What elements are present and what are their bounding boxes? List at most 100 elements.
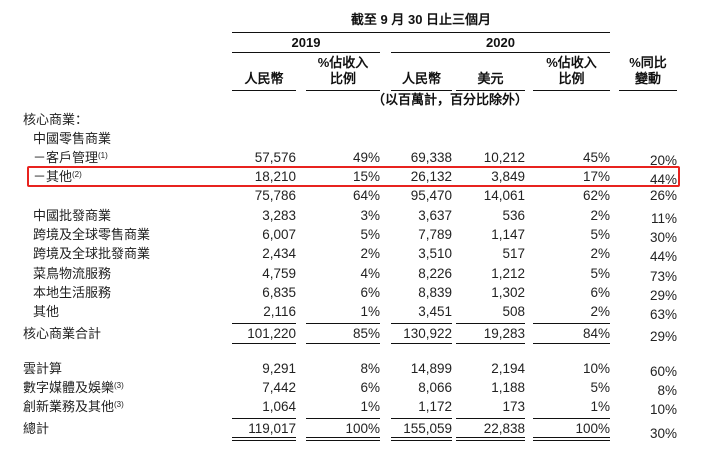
row-label: 總計 [23,420,49,438]
subtotal-rule [306,323,380,324]
table-cell: 2,194 [491,361,525,376]
row-label: 其他 [33,303,59,321]
table-cell: 8% [360,361,380,376]
row-label: 雲計算 [23,360,62,378]
row-label-text: 數字媒體及娛樂 [23,380,115,395]
footnote-marker: (2) [72,170,82,179]
row-label: 跨境及全球零售商業 [33,226,150,244]
table-cell: 11% [650,211,677,226]
table-cell: 29% [649,329,677,344]
table-cell: 3% [360,208,380,223]
table-cell: 6% [360,285,380,300]
table-cell: 29% [649,288,677,303]
year-2020-label: 2020 [486,35,515,50]
period-title: 截至 9 月 30 日止三個月 [350,12,492,27]
row-label: －其他(2) [33,168,82,186]
table-cell: 1,064 [262,399,296,414]
year-2020-rule [391,52,610,53]
table-cell: 14,061 [483,188,525,203]
table-cell: 3,451 [418,304,452,319]
year-2019-rule [232,52,380,53]
double-rule [533,440,610,441]
double-rule [456,437,525,438]
total-rule [391,418,452,419]
double-rule [306,440,380,441]
table-cell: 44% [649,249,677,264]
table-cell: 5% [360,227,380,242]
table-cell: 4% [360,266,380,281]
row-label-text: 核心商業： [23,112,89,127]
table-cell: 17% [582,169,610,184]
row-label-text: 本地生活服務 [33,285,112,300]
row-label-text: 雲計算 [23,361,63,376]
table-cell: 100% [575,421,610,436]
double-rule [232,440,296,441]
row-label-text: 創新業務及其他 [23,399,115,414]
table-cell: 6% [590,285,610,300]
row-label: 中國零售商業 [33,130,111,148]
row-label: 跨境及全球批發商業 [33,245,150,263]
table-cell: 8,839 [418,285,452,300]
table-cell: 49% [352,150,380,165]
row-label: 核心商業合計 [23,325,101,343]
table-cell: 173 [502,399,525,414]
table-cell: 1% [360,304,380,319]
table-cell: 6,007 [262,227,296,242]
table-cell: 7,789 [418,227,452,242]
double-rule [391,437,452,438]
table-cell: 130,922 [403,326,452,341]
col-rmb-2020-header: 人民幣 [401,71,441,86]
highlight-box [27,166,680,187]
table-cell: 119,017 [248,421,296,436]
col-usd-2020-header: 美元 [477,71,504,86]
table-cell: 95,470 [410,188,452,203]
footnote-marker: (3) [114,400,124,409]
double-rule [456,440,525,441]
table-cell: 2% [590,246,610,261]
col-rule [306,90,380,91]
table-cell: 5% [590,380,610,395]
table-cell: 8,066 [418,380,452,395]
table-cell: 69,338 [410,150,452,165]
table-cell: 8,226 [418,266,452,281]
row-label-text: 核心商業合計 [23,326,102,341]
double-rule [391,440,452,441]
row-label-text: 跨境及全球批發商業 [33,246,151,261]
double-rule [306,437,380,438]
table-cell: 3,849 [491,169,525,184]
row-label-text: 菜鳥物流服務 [33,266,112,281]
table-cell: 7,442 [262,380,296,395]
table-cell: 57,576 [254,150,296,165]
table-cell: 2,434 [262,246,296,261]
table-cell: 75,786 [254,188,296,203]
table-cell: 100% [345,421,380,436]
row-label-text: 中國零售商業 [33,131,112,146]
table-cell: 3,510 [418,246,452,261]
row-label: 本地生活服務 [33,284,111,302]
year-2019-label: 2019 [291,35,321,50]
row-label: 中國批發商業 [33,207,111,225]
double-rule [533,437,610,438]
subtotal-rule [533,343,610,344]
col-yoy-header: %同比 變動 [629,55,667,86]
row-label-text: 總計 [23,421,50,436]
table-cell: 2% [590,304,610,319]
table-cell: 3,637 [418,208,452,223]
table-cell: 2% [590,208,610,223]
table-cell: 1,172 [418,399,452,414]
subtotal-rule [533,323,610,324]
row-label-text: －其他 [33,169,73,184]
col-pct-2019-header: %佔收入 比例 [317,55,369,86]
table-cell: 8% [657,383,677,398]
table-cell: 1% [360,399,380,414]
table-cell: 30% [649,426,677,441]
subtotal-rule [306,343,380,344]
total-rule [533,418,610,419]
table-cell: 22,838 [483,421,525,436]
table-cell: 5% [590,266,610,281]
row-label-text: 中國批發商業 [33,208,112,223]
table-cell: 536 [502,208,525,223]
table-cell: 14,899 [410,361,452,376]
table-cell: 62% [582,188,610,203]
table-cell: 18,210 [254,169,296,184]
